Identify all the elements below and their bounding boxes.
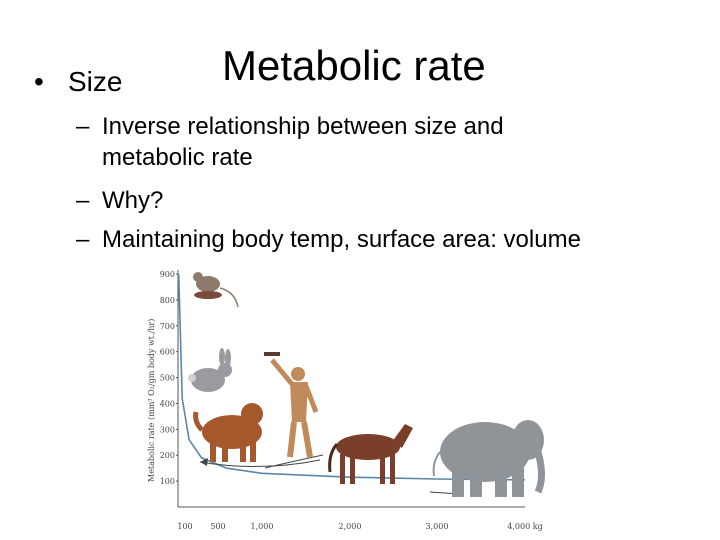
subbullet-3: – Maintaining body temp, surface area: vo… <box>76 225 581 255</box>
bullet-size: • Size <box>34 66 122 98</box>
arrow-dog-to-curve <box>199 459 321 468</box>
x-tick-label: 1,000 <box>251 522 274 531</box>
dash-2: – <box>76 187 90 214</box>
y-tick-label: 400 <box>160 399 175 408</box>
y-ticks: 100 200 300 400 500 600 700 800 900 <box>160 270 178 486</box>
rabbit-icon <box>188 348 232 392</box>
x-tick-label: 500 <box>210 522 225 531</box>
y-tick-label: 800 <box>160 296 175 305</box>
human-icon <box>264 352 319 458</box>
x-tick-label: 2,000 <box>339 522 362 531</box>
slide-title: Metabolic rate <box>222 42 486 89</box>
dash-1: – <box>76 113 90 140</box>
y-tick-label: 200 <box>160 451 175 460</box>
subbullet-1-continued: metabolic rate <box>102 143 253 173</box>
subbullet-text-2: Why? <box>102 187 164 214</box>
y-axis-label: Metabolic rate (mm³ O₂/gm body wt./hr) <box>147 319 156 482</box>
y-tick-label: 100 <box>160 477 175 486</box>
x-tick-label: 4,000 kg <box>507 522 542 531</box>
subbullet-1: – Inverse relationship between size and <box>76 112 504 142</box>
x-tick-label: 3,000 <box>426 522 449 531</box>
y-tick-label: 500 <box>160 374 175 383</box>
subbullet-2: – Why? <box>76 186 163 216</box>
y-tick-label: 700 <box>160 322 175 331</box>
elephant-icon <box>432 420 545 497</box>
dash-3: – <box>76 226 90 253</box>
y-tick-label: 600 <box>160 348 175 357</box>
arrow-human <box>264 454 324 469</box>
subbullet-text-1: Inverse relationship between size and <box>102 113 504 140</box>
bullet-dot: • <box>34 66 44 97</box>
subbullet-text-3: Maintaining body temp, surface area: vol… <box>102 226 581 253</box>
subbullet-text-1b: metabolic rate <box>102 144 253 171</box>
x-tick-label: 100 <box>177 522 192 531</box>
dog-icon <box>193 403 263 462</box>
bullet-label: Size <box>68 66 123 97</box>
metabolic-curve <box>177 273 526 481</box>
arrow-head-1 <box>200 458 208 466</box>
y-tick-label: 300 <box>160 425 175 434</box>
mouse-icon <box>193 272 239 308</box>
horse-icon <box>328 424 413 484</box>
y-tick-label: 900 <box>160 270 175 279</box>
metabolic-rate-chart: 100 200 300 400 500 600 700 800 900 100 500 1,000 2… <box>147 270 545 531</box>
x-ticks: 100 500 1,000 2,000 3,000 4,000 kg <box>177 522 542 531</box>
